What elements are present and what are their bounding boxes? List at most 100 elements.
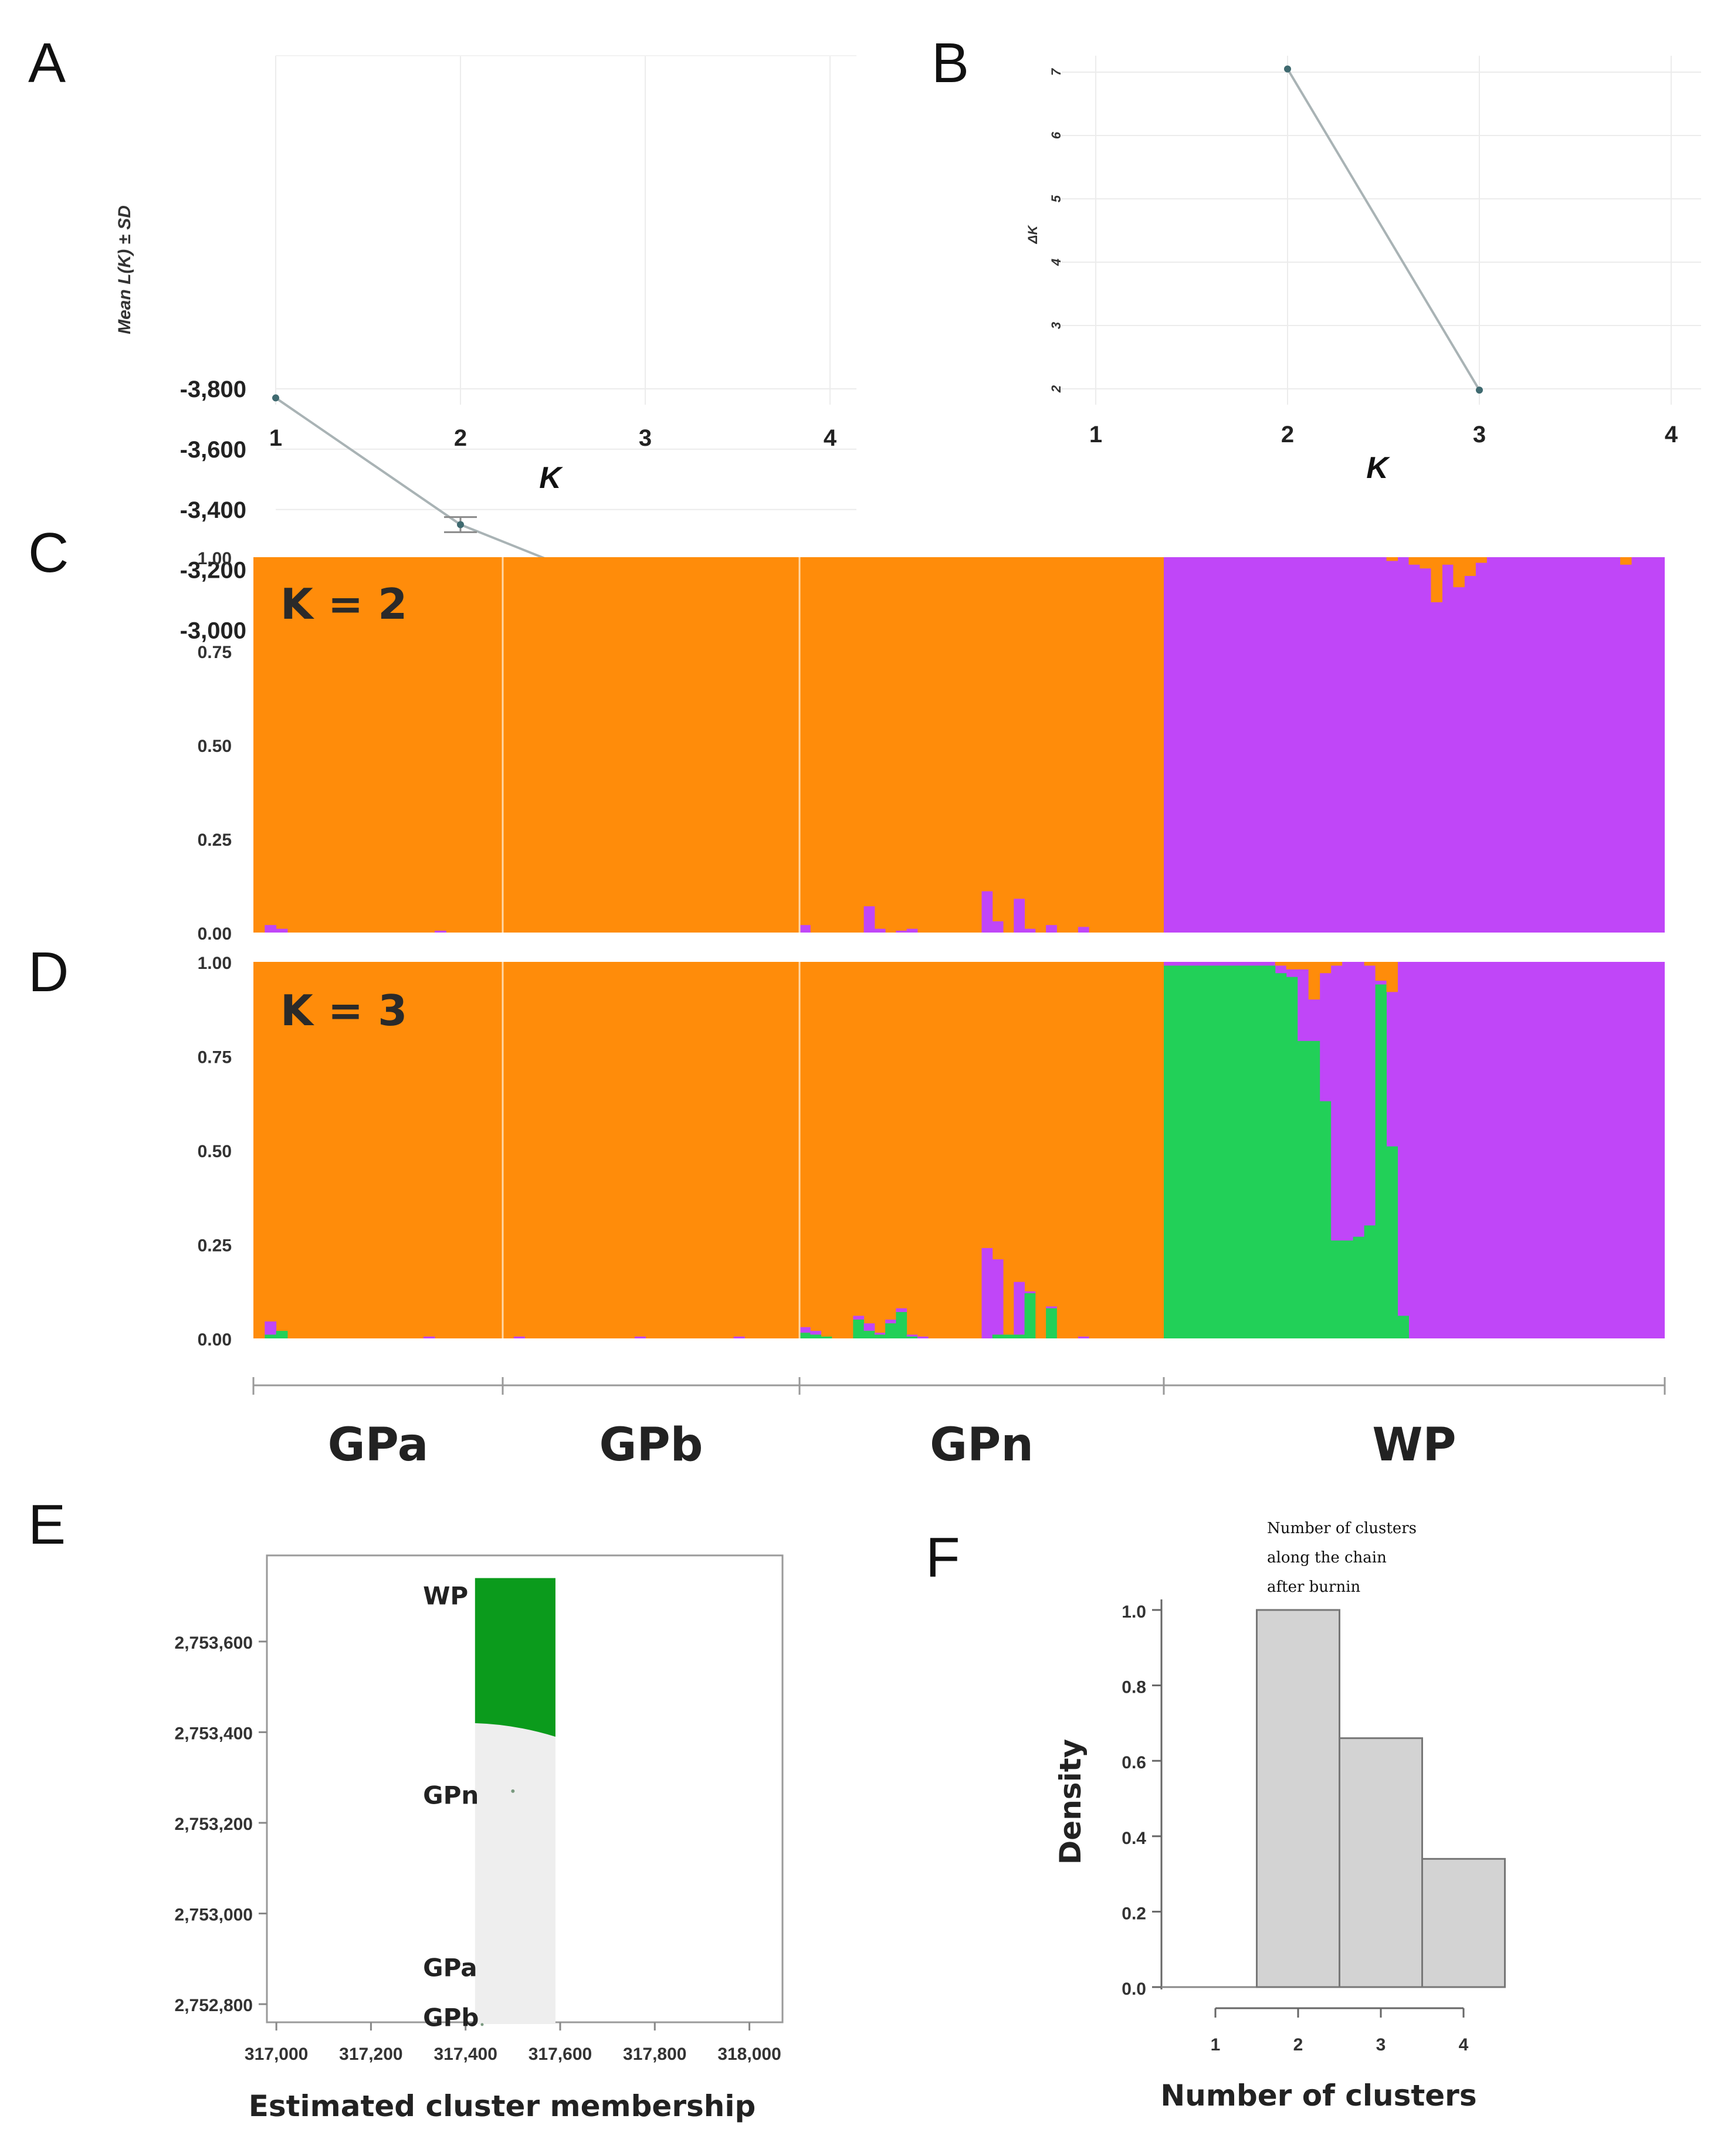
panel-b-y-label: ΔK (1025, 225, 1040, 245)
panel-a-x-tick-label: 4 (824, 425, 837, 451)
bar-segment-purple (1024, 1291, 1036, 1293)
panel-f-x-tick-label: 1 (1211, 2035, 1221, 2055)
bar-segment-green (1174, 965, 1187, 1338)
bar-segment-orange (1275, 962, 1287, 966)
panel-e-x-tick-label: 317,800 (623, 2045, 686, 2064)
panel-e-plot: 317,000 317,200 317,400 317,600 317,800 318,0… (175, 1554, 784, 2064)
bar-segment-green (1003, 1334, 1014, 1338)
panel-e-title: Estimated cluster membership (249, 2089, 756, 2123)
panel-d-y-tick-label: 0.75 (198, 1048, 232, 1067)
bar-segment-green (1397, 1316, 1410, 1338)
panel-c-y-tick-label: 0.50 (198, 737, 232, 756)
bar-segment-green (1386, 1146, 1398, 1338)
bar-segment-purple (733, 1336, 745, 1338)
bar-segment-green (1286, 977, 1298, 1338)
bar-segment-green (863, 1331, 875, 1338)
bar-segment-purple (896, 930, 907, 933)
bar-segment-orange (1330, 962, 1343, 966)
bar-segment-green (1185, 965, 1198, 1338)
bar-segment-green (1252, 965, 1265, 1338)
panel-e-y-tick-label: 2,753,600 (175, 1633, 253, 1653)
panel-f-y-tick-label: 0.4 (1122, 1829, 1146, 1848)
panel-e-x-tick-label: 318,000 (717, 2045, 781, 2064)
panel-b-y-tick-label: 3 (1049, 322, 1063, 329)
panel-e-cluster-green (475, 1578, 555, 1737)
population-label-gpn: GPn (930, 1419, 1034, 1472)
panel-b-y-tick-label: 6 (1049, 131, 1063, 139)
bar-segment-green (810, 1334, 822, 1338)
bar-segment-purple (276, 928, 288, 933)
bar-segment-green (1164, 965, 1176, 1338)
panel-b-y-tick-label: 2 (1049, 385, 1063, 393)
panel-b-y-tick-label: 7 (1049, 67, 1063, 76)
bar-segment-purple (1078, 1336, 1089, 1338)
panel-b-y-ticks: 7 6 5 4 3 2 (1049, 67, 1063, 393)
bar-segment-purple (1046, 1306, 1057, 1308)
panel-a-grid (275, 55, 856, 631)
panel-a-x-ticks: 1 2 3 4 (269, 425, 837, 451)
panel-a-x-label: K (539, 461, 563, 495)
panel-e-site-label-gpb: GPb (423, 2003, 479, 2032)
panel-e: E 317,000 317,200 317,400 317,600 317,800 318… (28, 1493, 784, 2123)
panel-b-x-ticks: 1 2 3 4 (1089, 422, 1678, 448)
panel-f-bar-2 (1256, 1609, 1340, 1988)
panel-a-x-tick-label: 2 (454, 425, 467, 451)
bar-segment-purple (513, 1336, 525, 1338)
bar-segment-green (1319, 1101, 1332, 1338)
bar-segment-purple (917, 1336, 929, 1338)
panel-e-x-tick-label: 317,000 (245, 2045, 308, 2064)
bar-segment-green (1014, 1334, 1025, 1338)
panel-e-y-tick-label: 2,753,400 (175, 1724, 253, 1743)
panel-letter-d: D (28, 941, 69, 1004)
bar-segment-orange (1286, 962, 1298, 969)
bar-segment-green (853, 1319, 865, 1338)
panel-f-x-tick-label: 4 (1459, 2035, 1469, 2055)
panel-e-site-label-gpn: GPn (423, 1781, 479, 1810)
bar-segment-green (874, 1334, 886, 1338)
bar-segment-orange (1620, 557, 1632, 565)
population-axis: GPa GPb GPn WP (252, 1377, 1666, 1472)
panel-e-y-tick-label: 2,753,000 (175, 1906, 253, 1925)
panel-e-y-tick-label: 2,752,800 (175, 1996, 253, 2015)
panel-e-y-tick-label: 2,753,200 (175, 1815, 253, 1834)
bar-segment-orange (1375, 962, 1387, 981)
panel-a-x-tick-label: 1 (269, 425, 282, 451)
panel-e-sample-point (511, 1789, 515, 1793)
panel-e-sample-point (480, 2023, 484, 2026)
panel-c-k-label: K = 2 (280, 579, 407, 629)
panel-c-plot (253, 557, 1665, 933)
bar-segment-orange (1420, 557, 1431, 569)
panel-b-x-tick-label: 3 (1473, 422, 1486, 448)
panel-f: F Number of clusters along the chain aft… (926, 1520, 1506, 2113)
panel-letter-f: F (926, 1526, 960, 1589)
panel-letter-b: B (931, 32, 969, 94)
bar-segment-orange (1442, 557, 1454, 565)
panel-d-k-label: K = 3 (280, 986, 407, 1035)
panel-a-x-tick-label: 3 (639, 425, 652, 451)
panel-b-data-point (1476, 387, 1483, 394)
bar-segment-green (1208, 965, 1220, 1338)
bar-segment-purple (896, 1308, 907, 1313)
panel-f-y-tick-label: 0.8 (1122, 1678, 1146, 1697)
bar-segment-green (1330, 1240, 1343, 1338)
panel-letter-a: A (28, 32, 66, 94)
panel-b-x-label: K (1366, 451, 1390, 485)
panel-d-y-tick-label: 0.25 (198, 1236, 232, 1256)
panel-a-data-point (457, 521, 464, 528)
panel-a-y-tick-label: -3,000 (180, 618, 246, 644)
population-label-gpb: GPb (599, 1419, 703, 1472)
panel-b: B 7 6 5 4 3 2 1 2 3 4 K ΔK (931, 32, 1701, 485)
panel-f-x-tick-label: 2 (1293, 2035, 1303, 2055)
bar-segment-purple (863, 906, 875, 933)
bar-segment-green (1024, 1293, 1036, 1338)
panel-f-bar-4 (1421, 1857, 1506, 1988)
bar-segment-orange (1431, 557, 1442, 602)
bar-segment-orange (1319, 962, 1332, 974)
panel-e-site-label-wp: WP (423, 1582, 468, 1611)
panel-f-x-label: Number of clusters (1160, 2079, 1476, 2113)
panel-c-y-tick-label: 0.00 (198, 924, 232, 944)
bar-segment-green (1342, 1240, 1354, 1338)
bar-segment-purple (1046, 925, 1057, 933)
bar-segment-green (896, 1312, 907, 1338)
